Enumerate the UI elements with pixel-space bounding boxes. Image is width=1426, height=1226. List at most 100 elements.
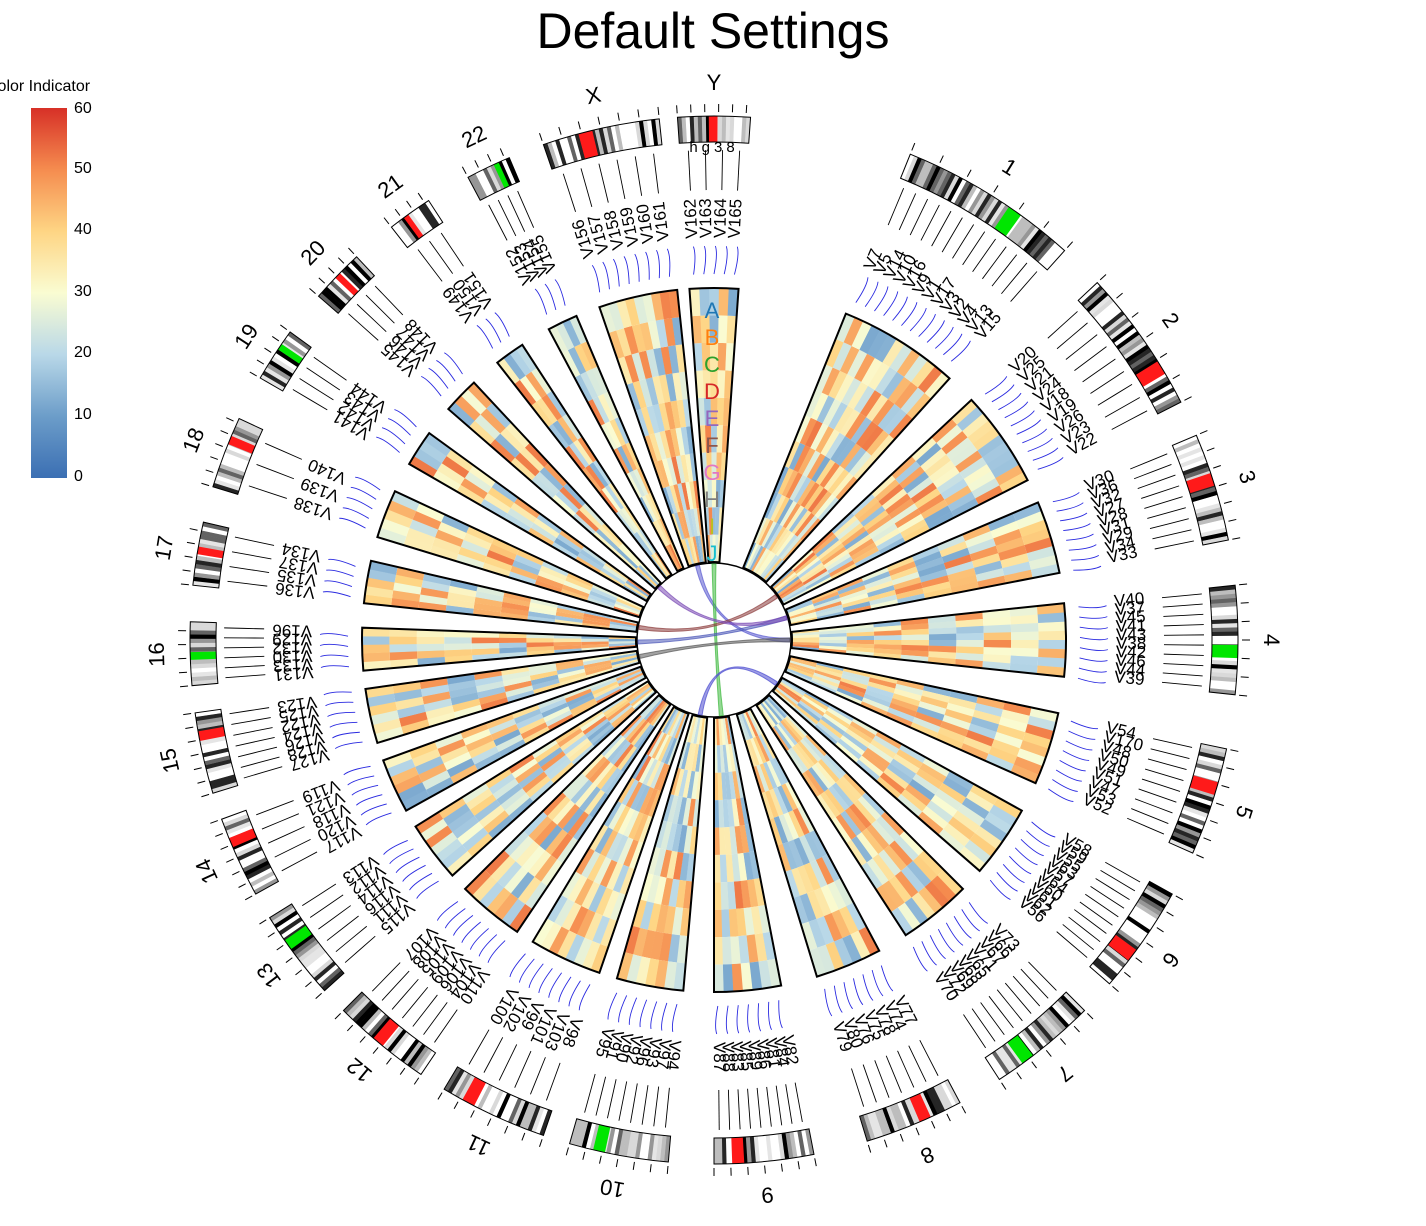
- heatmap-cell: [860, 862, 883, 890]
- heatmap-cell: [788, 609, 816, 620]
- heatmap-cell: [663, 318, 676, 347]
- heatmap-cell: [813, 887, 832, 917]
- label-connector: [1144, 768, 1184, 781]
- heatmap-cell: [587, 398, 606, 426]
- heatmap-cell: [837, 684, 866, 698]
- heatmap-cell: [394, 574, 423, 588]
- heatmap-cell: [805, 733, 828, 757]
- heatmap-cell: [474, 799, 501, 822]
- heatmap-cell: [660, 346, 673, 375]
- glyph-mark: [1002, 864, 1025, 883]
- heatmap-cell: [814, 724, 838, 746]
- label-connector: [1162, 603, 1203, 608]
- heatmap-cell: [567, 874, 588, 903]
- heatmap-cell: [652, 552, 671, 577]
- gene-label: V40: [1113, 589, 1145, 611]
- heatmap-sector-outline: [615, 713, 709, 992]
- heatmap-cell: [872, 854, 895, 881]
- heatmap-cell: [735, 770, 745, 799]
- heatmap-cell: [820, 716, 846, 736]
- heatmap-cell: [432, 470, 461, 492]
- heatmap-cell: [588, 792, 610, 819]
- ideogram-band: [1134, 358, 1159, 377]
- heatmap-cell: [1010, 647, 1039, 658]
- heatmap-cell: [663, 905, 676, 935]
- label-connector: [423, 1002, 448, 1035]
- ideogram-band: [207, 766, 234, 778]
- heatmap-cell: [679, 852, 690, 881]
- ideogram-band: [196, 555, 223, 564]
- heatmap-cell: [731, 963, 743, 992]
- ideogram-band: [929, 1086, 946, 1113]
- heatmap-cell: [837, 581, 865, 595]
- heatmap-cell: [383, 750, 412, 770]
- ideogram-tick: [183, 712, 192, 716]
- heatmap-cell: [819, 645, 847, 651]
- heatmap-cell: [842, 601, 871, 612]
- glyph-mark: [733, 246, 739, 275]
- heatmap-cell: [646, 846, 661, 875]
- heatmap-cell: [846, 646, 874, 653]
- heatmap-cell: [901, 628, 929, 636]
- heatmap-cell: [797, 479, 816, 506]
- ideogram-band: [1137, 898, 1162, 917]
- heatmap-cell: [646, 349, 660, 378]
- heatmap-cell: [886, 555, 915, 572]
- ideogram-tick: [259, 919, 267, 925]
- ideogram-band: [287, 331, 312, 351]
- heatmap-cell: [406, 527, 436, 546]
- heatmap-cell: [778, 580, 803, 598]
- ideogram-band: [249, 870, 275, 887]
- heatmap-cell: [756, 551, 774, 576]
- heatmap-cell: [552, 420, 574, 446]
- label-connector: [234, 536, 275, 546]
- heatmap-cell: [835, 690, 863, 706]
- heatmap-cell: [645, 493, 660, 521]
- heatmap-cell: [547, 713, 574, 731]
- heatmap-cell: [921, 575, 950, 589]
- heatmap-cell: [604, 561, 629, 581]
- ideogram-band: [390, 1031, 410, 1055]
- heatmap-cell: [801, 565, 826, 583]
- heatmap-cell: [816, 607, 844, 618]
- heatmap-cell: [888, 561, 917, 576]
- heatmap-cell: [685, 453, 694, 482]
- heatmap-cell: [469, 794, 497, 816]
- heatmap-cell: [689, 288, 701, 317]
- link-ribbon: [657, 585, 788, 626]
- label-connector: [963, 1014, 987, 1049]
- heatmap-cell: [780, 585, 806, 602]
- glyph-mark: [989, 879, 1011, 900]
- glyph-mark: [628, 997, 638, 1025]
- heatmap-cell: [844, 807, 867, 833]
- heatmap-cell: [420, 818, 448, 842]
- chromosome-label: 18: [177, 424, 209, 456]
- heatmap-cell: [605, 484, 624, 510]
- heatmap-cell: [596, 764, 618, 790]
- heatmap-cell: [620, 507, 640, 532]
- heatmap-cell: [535, 471, 560, 495]
- ideogram-tick: [386, 1057, 392, 1065]
- heatmap-cell: [508, 797, 534, 821]
- heatmap-cell: [678, 769, 689, 798]
- heatmap-cell: [423, 698, 453, 712]
- heatmap-cell: [526, 649, 555, 657]
- glyph-mark: [1078, 605, 1107, 609]
- ideogram-band: [204, 755, 231, 766]
- heatmap-cell: [985, 753, 1014, 773]
- glyph-mark: [991, 384, 1015, 403]
- heatmap-cell: [631, 899, 647, 928]
- heatmap-cell: [585, 665, 613, 676]
- heatmap-cell: [928, 651, 957, 660]
- heatmap-cell: [543, 706, 571, 723]
- heatmap-cell: [667, 795, 679, 823]
- heatmap-cell: [863, 693, 891, 708]
- heatmap-cell: [417, 650, 445, 659]
- gene-label: V94: [663, 1039, 685, 1071]
- heatmap-cell: [711, 479, 717, 508]
- heatmap-cell: [900, 617, 929, 626]
- heatmap-cell: [500, 606, 529, 616]
- heatmap-cell: [1011, 631, 1039, 641]
- label-connector: [1163, 624, 1204, 627]
- heatmap-cell: [504, 680, 532, 693]
